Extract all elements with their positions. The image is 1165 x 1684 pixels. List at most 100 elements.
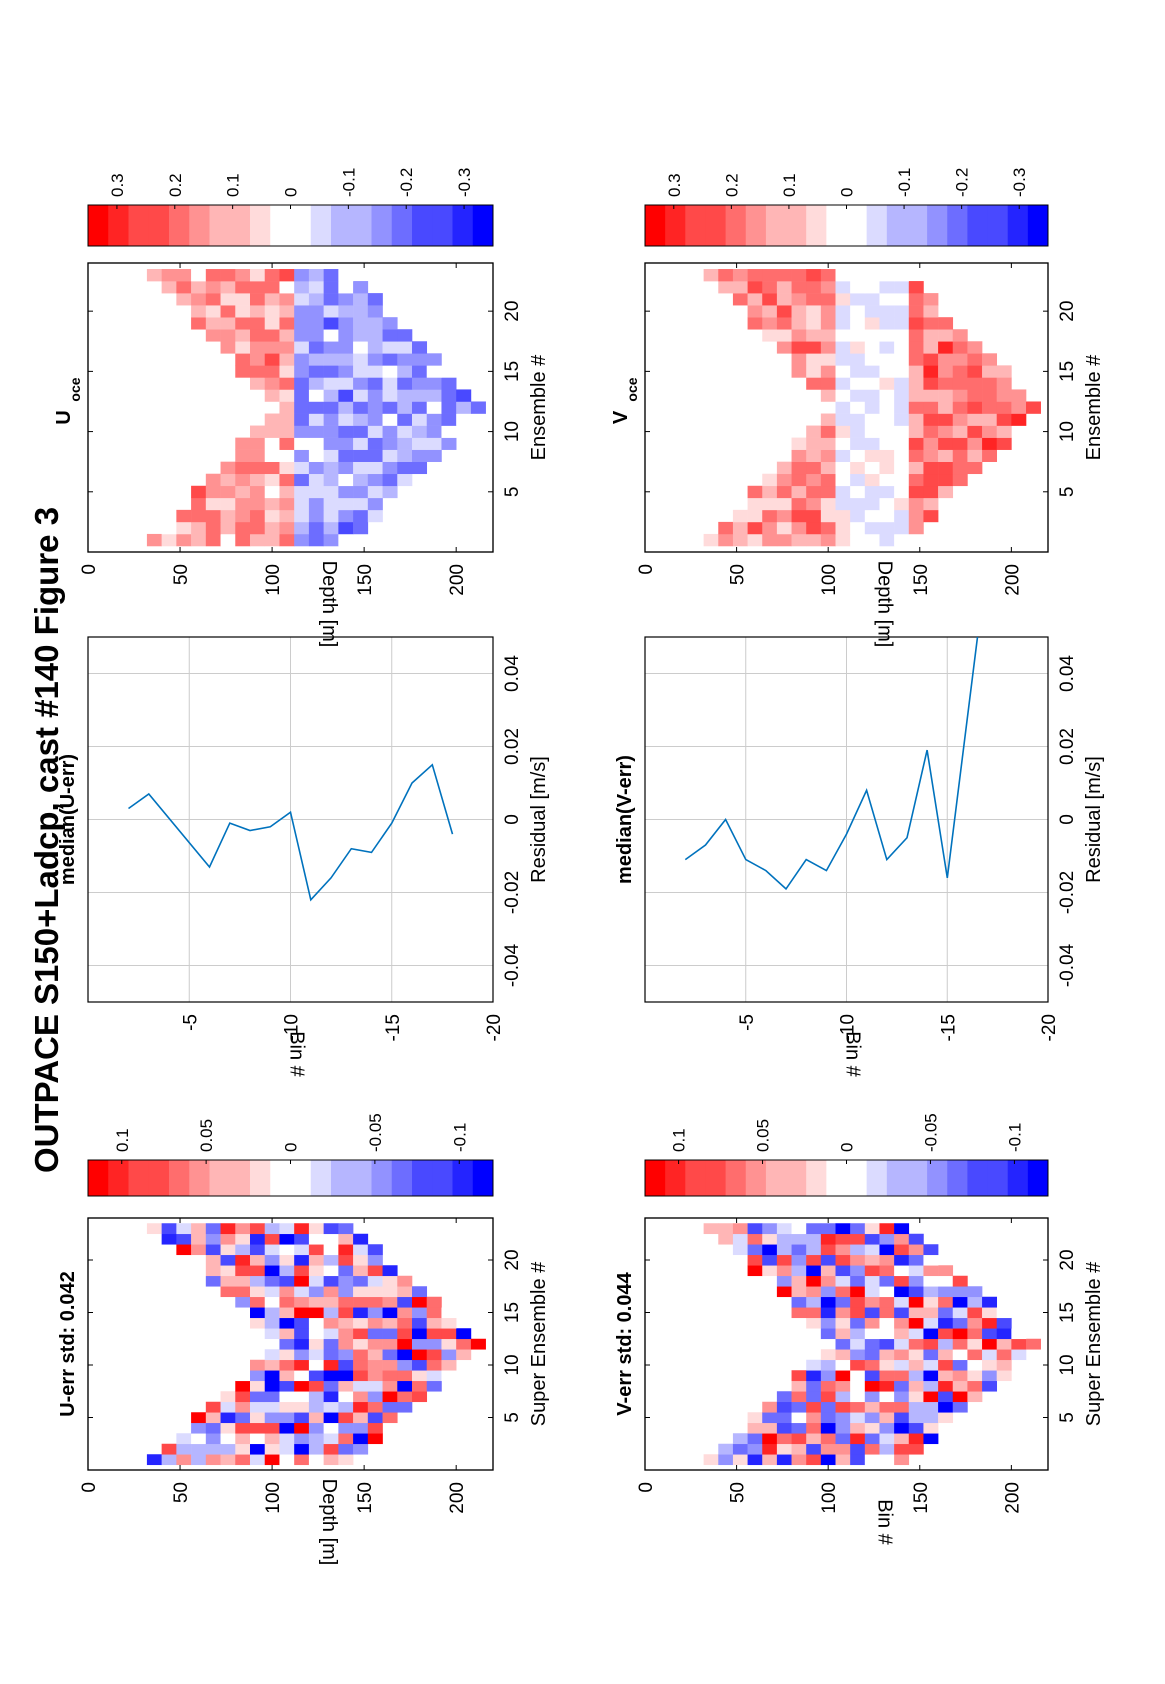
voce-cell <box>982 437 998 450</box>
uerr-colorbar-swatch <box>391 1160 413 1196</box>
uoce-colorbar-label: -0.1 <box>339 168 358 197</box>
uoce-cell <box>250 425 266 438</box>
uoce-cell <box>323 293 339 306</box>
uerr-cell <box>382 1391 398 1403</box>
median-uerr-series-line <box>128 763 454 902</box>
uoce-cell <box>294 461 310 475</box>
voce-cell <box>762 521 778 535</box>
verr-cell <box>791 1307 807 1319</box>
uerr-cell <box>426 1338 442 1350</box>
verr-cell <box>894 1307 910 1319</box>
voce-cell <box>820 533 836 547</box>
voce-cell <box>806 317 822 330</box>
uerr-cell <box>412 1307 428 1319</box>
uerr-cell <box>323 1317 339 1329</box>
verr-cell <box>776 1265 792 1277</box>
verr-cell <box>879 1223 895 1235</box>
uoce-cell <box>205 317 221 330</box>
voce-colorbar-label: -0.1 <box>895 168 914 197</box>
verr-cell <box>894 1454 910 1466</box>
verr-cell <box>747 1433 763 1445</box>
uoce-xtick-label: 15 <box>502 361 523 382</box>
verr-cell <box>820 1233 836 1245</box>
uoce-colorbar-swatch <box>88 205 109 246</box>
uoce-cell <box>353 353 369 366</box>
uoce-ytick-label: 50 <box>171 564 192 585</box>
voce-cell <box>894 377 910 390</box>
uerr-cell <box>308 1422 324 1434</box>
uerr-cell <box>279 1454 295 1466</box>
verr-cell <box>850 1275 866 1287</box>
uerr-cell <box>308 1380 324 1392</box>
voce-cell <box>791 269 807 282</box>
uoce-cell <box>338 413 354 426</box>
verr-cell <box>894 1254 910 1266</box>
verr-cell <box>908 1412 924 1424</box>
verr-cell <box>879 1422 895 1434</box>
verr-cell <box>791 1233 807 1245</box>
verr-ytick-label: 200 <box>1002 1482 1023 1514</box>
voce-cell <box>908 413 924 426</box>
verr-cell <box>850 1349 866 1361</box>
uoce-cell <box>308 341 324 354</box>
voce-cell <box>850 341 866 354</box>
verr-cell <box>762 1422 778 1434</box>
uoce-cell <box>338 269 354 282</box>
uoce-cell <box>382 341 398 354</box>
verr-cell <box>850 1307 866 1319</box>
voce-cell <box>908 461 924 475</box>
uoce-colorbar: 0.3 0.2 0.1 0 -0.1 -0.2 -0.3 <box>87 168 494 247</box>
voce-cell <box>864 281 880 294</box>
uoce-cell <box>191 521 207 535</box>
uerr-colorbar-swatch <box>310 1160 332 1196</box>
uoce-cell <box>382 329 398 342</box>
voce-cell <box>938 365 954 378</box>
uoce-cell <box>294 317 310 330</box>
uerr-cell <box>367 1307 383 1319</box>
verr-cell <box>938 1328 954 1340</box>
uoce-cell <box>456 389 472 402</box>
voce-cell <box>894 521 910 535</box>
uoce-cell <box>323 365 339 378</box>
uoce-cell <box>205 485 221 499</box>
voce-cell <box>820 317 836 330</box>
voce-cell <box>747 521 763 535</box>
uerr-cell <box>323 1275 339 1287</box>
voce-cell <box>776 497 792 511</box>
median-uerr-xtick-label: 0 <box>502 814 523 825</box>
uerr-cell <box>176 1454 192 1466</box>
uoce-cell <box>279 497 295 511</box>
uerr-cell <box>220 1443 236 1455</box>
uerr-cell <box>294 1338 310 1350</box>
uerr-cell <box>367 1359 383 1371</box>
uerr-cell <box>191 1454 207 1466</box>
voce-cell <box>791 473 807 487</box>
voce-cell <box>952 461 968 475</box>
verr-cell <box>776 1223 792 1235</box>
verr-cell <box>806 1296 822 1308</box>
uerr-colorbar-swatch <box>250 1160 271 1196</box>
verr-cell <box>879 1380 895 1392</box>
uoce-cell <box>397 377 413 390</box>
uerr-colorbar-swatch <box>148 1160 170 1196</box>
median-uerr-ytick-label: -15 <box>383 1014 404 1041</box>
median-uerr-panel: -5 -10 -15 -20 -0.04 -0.02 0 0.02 0.04 Residual [… <box>57 636 550 1078</box>
median-uerr-xtick-label: 0.04 <box>502 655 523 692</box>
voce-cell <box>864 353 880 366</box>
verr-colorbar-swatch <box>645 1160 666 1196</box>
uoce-colorbar-swatch <box>229 205 251 246</box>
uerr-cell <box>338 1223 354 1235</box>
uoce-cell <box>441 401 457 414</box>
uerr-cell <box>294 1391 310 1403</box>
verr-cell <box>820 1265 836 1277</box>
uerr-cell <box>191 1422 207 1434</box>
voce-colorbar-label: -0.3 <box>1010 168 1029 197</box>
verr-colorbar-swatch <box>1007 1160 1029 1196</box>
voce-cell <box>864 425 880 438</box>
verr-xtick-label: 5 <box>1057 1412 1078 1423</box>
uoce-cell <box>220 473 236 487</box>
verr-ytick-label: 100 <box>819 1482 840 1514</box>
verr-cell <box>762 1443 778 1455</box>
voce-cell <box>894 533 910 547</box>
voce-cell <box>879 377 895 390</box>
